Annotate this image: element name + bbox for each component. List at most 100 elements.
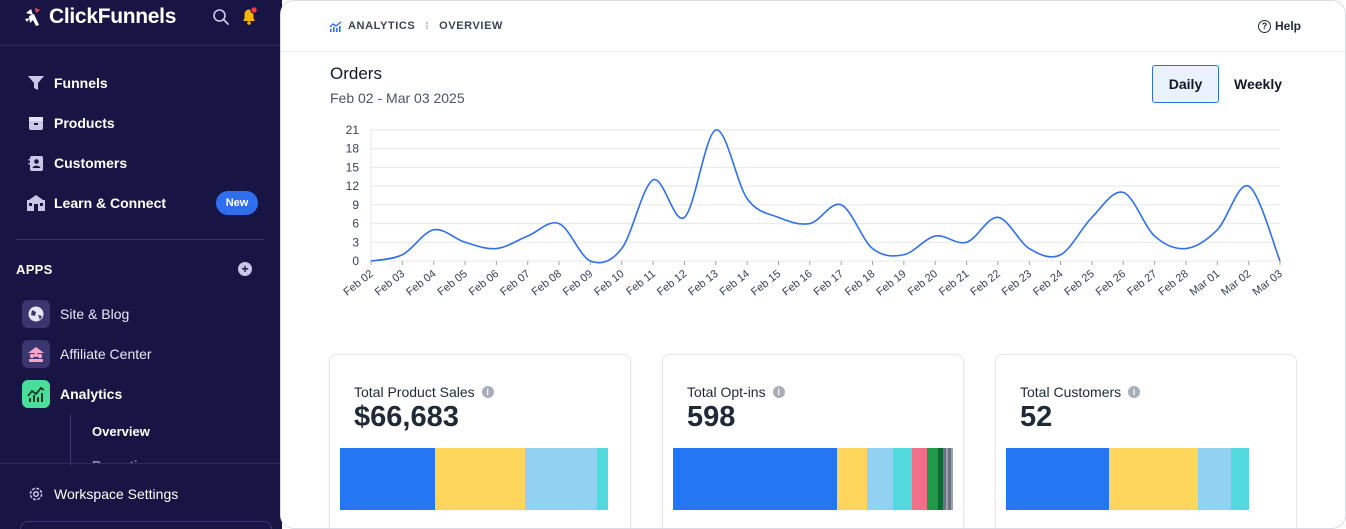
breakdown-segment[interactable]: [948, 448, 951, 510]
submenu-item-reporting[interactable]: Reporting: [92, 458, 153, 464]
breakdown-segment[interactable]: [1198, 448, 1232, 510]
data-point[interactable]: [494, 246, 499, 251]
data-point[interactable]: [995, 215, 1000, 220]
clickfunnels-logo-icon: [25, 8, 40, 26]
affiliate-icon: [22, 340, 50, 368]
divider: [16, 239, 264, 240]
data-point[interactable]: [776, 215, 781, 220]
data-point[interactable]: [901, 252, 906, 257]
y-tick-label: 21: [346, 123, 360, 137]
data-point[interactable]: [839, 202, 844, 207]
breakdown-segment[interactable]: [435, 448, 525, 510]
data-point[interactable]: [431, 227, 436, 232]
breakdown-segment[interactable]: [1231, 448, 1249, 510]
stat-card-product-sales: Total Product Sales i $66,683: [329, 354, 631, 528]
x-tick-label: Feb 20: [906, 268, 940, 299]
breakdown-segment[interactable]: [340, 448, 436, 510]
add-app-icon[interactable]: +: [238, 262, 252, 276]
data-point[interactable]: [1058, 252, 1063, 257]
card-title-text: Total Opt-ins: [687, 384, 766, 400]
data-point[interactable]: [682, 215, 687, 220]
card-title-text: Total Product Sales: [354, 384, 475, 400]
breakdown-segment[interactable]: [837, 448, 868, 510]
app-item-affiliate-center[interactable]: Affiliate Center: [22, 340, 152, 368]
data-point[interactable]: [1027, 246, 1032, 251]
data-point[interactable]: [713, 128, 718, 133]
data-point[interactable]: [588, 259, 593, 264]
data-point[interactable]: [1152, 234, 1157, 239]
search-icon[interactable]: [212, 8, 230, 26]
data-point[interactable]: [463, 240, 468, 245]
info-icon[interactable]: i: [481, 386, 494, 398]
breakdown-segment[interactable]: [597, 448, 608, 510]
help-link[interactable]: ? Help: [1258, 19, 1301, 33]
app-label: Analytics: [60, 386, 123, 402]
x-tick-label: Feb 14: [718, 268, 752, 299]
x-tick-label: Feb 26: [1094, 268, 1128, 299]
data-point[interactable]: [1278, 259, 1283, 264]
data-point[interactable]: [1121, 190, 1126, 195]
breakdown-bar: [673, 448, 953, 510]
card-value: 52: [1020, 401, 1053, 433]
breakdown-segment[interactable]: [912, 448, 928, 510]
clickfunnels-logo[interactable]: ClickFunnels: [22, 5, 176, 28]
workspace-settings-link[interactable]: Workspace Settings: [26, 484, 178, 504]
data-point[interactable]: [870, 246, 875, 251]
nav-item-customers[interactable]: Customers: [26, 153, 127, 173]
info-icon[interactable]: i: [772, 386, 785, 398]
breakdown-segment[interactable]: [937, 448, 943, 510]
x-tick-label: Feb 15: [749, 268, 783, 299]
y-tick-label: 6: [352, 217, 359, 231]
data-point[interactable]: [745, 196, 750, 201]
breakdown-segment[interactable]: [673, 448, 838, 510]
x-tick-label: Feb 02: [341, 268, 375, 299]
weekly-button[interactable]: Weekly: [1219, 65, 1297, 103]
breadcrumb-analytics[interactable]: ANALYTICS: [348, 20, 416, 32]
breakdown-segment[interactable]: [1109, 448, 1199, 510]
breakdown-segment[interactable]: [945, 448, 949, 510]
data-point[interactable]: [1246, 184, 1251, 189]
breakdown-segment[interactable]: [524, 448, 598, 510]
breakdown-segment[interactable]: [950, 448, 953, 510]
data-point[interactable]: [1215, 227, 1220, 232]
data-point[interactable]: [557, 221, 562, 226]
nav-item-funnels[interactable]: Funnels: [26, 73, 108, 93]
breakdown-segment[interactable]: [1006, 448, 1110, 510]
orders-date-range: Feb 02 - Mar 03 2025: [330, 90, 465, 106]
data-point[interactable]: [619, 246, 624, 251]
breakdown-segment[interactable]: [867, 448, 894, 510]
data-point[interactable]: [807, 221, 812, 226]
submenu-item-overview[interactable]: Overview: [92, 424, 150, 439]
notification-bell-icon[interactable]: [239, 6, 259, 26]
x-tick-label: Feb 10: [592, 268, 626, 299]
data-point[interactable]: [1089, 215, 1094, 220]
breakdown-segment[interactable]: [893, 448, 913, 510]
info-icon[interactable]: i: [1128, 386, 1141, 398]
data-point[interactable]: [964, 240, 969, 245]
x-tick-label: Feb 04: [404, 268, 438, 299]
data-point[interactable]: [525, 234, 530, 239]
stat-card-opt-ins: Total Opt-ins i 598: [662, 354, 964, 528]
data-point[interactable]: [651, 177, 656, 182]
breakdown-segment[interactable]: [942, 448, 946, 510]
series-line[interactable]: [370, 129, 1281, 264]
app-label: Affiliate Center: [60, 346, 152, 362]
data-point[interactable]: [933, 234, 938, 239]
daily-button[interactable]: Daily: [1152, 65, 1219, 103]
data-point[interactable]: [400, 252, 405, 257]
x-tick-label: Feb 28: [1156, 268, 1190, 299]
x-tick-label: Feb 22: [968, 268, 1002, 299]
nav-item-learn-connect[interactable]: Learn & Connect: [26, 193, 166, 213]
x-tick-label: Feb 23: [1000, 268, 1034, 299]
workspace-settings-label: Workspace Settings: [54, 486, 179, 502]
workspace-switcher[interactable]: [20, 521, 272, 529]
x-tick-label: Feb 05: [436, 268, 470, 299]
app-item-site-blog[interactable]: Site & Blog: [22, 300, 129, 328]
breakdown-segment[interactable]: [927, 448, 938, 510]
nav-label: Funnels: [54, 75, 108, 91]
submenu-rail: [70, 414, 71, 466]
data-point[interactable]: [1183, 246, 1188, 251]
data-point[interactable]: [369, 259, 374, 264]
app-item-analytics[interactable]: Analytics: [22, 380, 122, 408]
nav-item-products[interactable]: Products: [26, 113, 115, 133]
